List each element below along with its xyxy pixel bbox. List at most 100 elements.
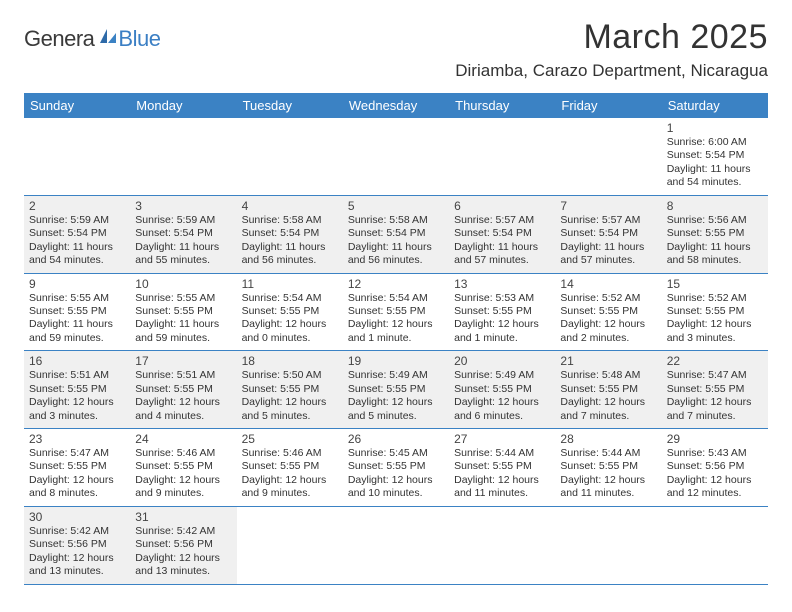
calendar-week: 23Sunrise: 5:47 AMSunset: 5:55 PMDayligh… — [24, 429, 768, 507]
calendar-cell: 27Sunrise: 5:44 AMSunset: 5:55 PMDayligh… — [449, 429, 555, 507]
calendar-cell: 21Sunrise: 5:48 AMSunset: 5:55 PMDayligh… — [555, 351, 661, 429]
calendar-cell — [24, 118, 130, 195]
day-details: Sunrise: 5:57 AMSunset: 5:54 PMDaylight:… — [560, 214, 656, 268]
calendar-body: 1Sunrise: 6:00 AMSunset: 5:54 PMDaylight… — [24, 118, 768, 584]
weekday-header: Monday — [130, 93, 236, 118]
calendar-week: 9Sunrise: 5:55 AMSunset: 5:55 PMDaylight… — [24, 273, 768, 351]
calendar-cell: 18Sunrise: 5:50 AMSunset: 5:55 PMDayligh… — [237, 351, 343, 429]
location: Diriamba, Carazo Department, Nicaragua — [455, 61, 768, 81]
calendar-cell — [449, 506, 555, 584]
calendar-cell — [662, 506, 768, 584]
day-number: 19 — [348, 354, 444, 368]
day-number: 27 — [454, 432, 550, 446]
day-details: Sunrise: 5:43 AMSunset: 5:56 PMDaylight:… — [667, 447, 763, 501]
weekday-header: Friday — [555, 93, 661, 118]
header: Genera Blue March 2025 Diriamba, Carazo … — [24, 18, 768, 81]
day-details: Sunrise: 5:42 AMSunset: 5:56 PMDaylight:… — [135, 525, 231, 579]
calendar-cell: 1Sunrise: 6:00 AMSunset: 5:54 PMDaylight… — [662, 118, 768, 195]
day-number: 25 — [242, 432, 338, 446]
day-details: Sunrise: 5:57 AMSunset: 5:54 PMDaylight:… — [454, 214, 550, 268]
day-number: 5 — [348, 199, 444, 213]
brand-logo: Genera Blue — [24, 26, 160, 52]
calendar-cell: 16Sunrise: 5:51 AMSunset: 5:55 PMDayligh… — [24, 351, 130, 429]
day-number: 18 — [242, 354, 338, 368]
calendar-cell: 9Sunrise: 5:55 AMSunset: 5:55 PMDaylight… — [24, 273, 130, 351]
day-details: Sunrise: 5:58 AMSunset: 5:54 PMDaylight:… — [242, 214, 338, 268]
day-number: 13 — [454, 277, 550, 291]
weekday-header: Saturday — [662, 93, 768, 118]
day-details: Sunrise: 5:56 AMSunset: 5:55 PMDaylight:… — [667, 214, 763, 268]
title-block: March 2025 Diriamba, Carazo Department, … — [455, 18, 768, 81]
day-details: Sunrise: 5:52 AMSunset: 5:55 PMDaylight:… — [667, 292, 763, 346]
day-number: 17 — [135, 354, 231, 368]
calendar-cell: 25Sunrise: 5:46 AMSunset: 5:55 PMDayligh… — [237, 429, 343, 507]
day-details: Sunrise: 5:51 AMSunset: 5:55 PMDaylight:… — [29, 369, 125, 423]
day-number: 7 — [560, 199, 656, 213]
day-number: 11 — [242, 277, 338, 291]
weekday-header: Tuesday — [237, 93, 343, 118]
day-number: 31 — [135, 510, 231, 524]
day-number: 16 — [29, 354, 125, 368]
day-number: 1 — [667, 121, 763, 135]
day-number: 22 — [667, 354, 763, 368]
calendar-cell: 13Sunrise: 5:53 AMSunset: 5:55 PMDayligh… — [449, 273, 555, 351]
calendar-cell — [555, 118, 661, 195]
weekday-header: Thursday — [449, 93, 555, 118]
day-number: 3 — [135, 199, 231, 213]
calendar-cell: 22Sunrise: 5:47 AMSunset: 5:55 PMDayligh… — [662, 351, 768, 429]
day-number: 6 — [454, 199, 550, 213]
day-details: Sunrise: 5:59 AMSunset: 5:54 PMDaylight:… — [135, 214, 231, 268]
day-details: Sunrise: 5:45 AMSunset: 5:55 PMDaylight:… — [348, 447, 444, 501]
calendar-cell: 12Sunrise: 5:54 AMSunset: 5:55 PMDayligh… — [343, 273, 449, 351]
day-number: 21 — [560, 354, 656, 368]
calendar-cell: 19Sunrise: 5:49 AMSunset: 5:55 PMDayligh… — [343, 351, 449, 429]
day-details: Sunrise: 5:49 AMSunset: 5:55 PMDaylight:… — [454, 369, 550, 423]
calendar-header-row: SundayMondayTuesdayWednesdayThursdayFrid… — [24, 93, 768, 118]
day-details: Sunrise: 5:50 AMSunset: 5:55 PMDaylight:… — [242, 369, 338, 423]
day-details: Sunrise: 5:44 AMSunset: 5:55 PMDaylight:… — [560, 447, 656, 501]
day-details: Sunrise: 5:44 AMSunset: 5:55 PMDaylight:… — [454, 447, 550, 501]
day-details: Sunrise: 5:42 AMSunset: 5:56 PMDaylight:… — [29, 525, 125, 579]
calendar-week: 16Sunrise: 5:51 AMSunset: 5:55 PMDayligh… — [24, 351, 768, 429]
day-number: 28 — [560, 432, 656, 446]
calendar-cell: 11Sunrise: 5:54 AMSunset: 5:55 PMDayligh… — [237, 273, 343, 351]
day-details: Sunrise: 5:55 AMSunset: 5:55 PMDaylight:… — [29, 292, 125, 346]
day-details: Sunrise: 5:47 AMSunset: 5:55 PMDaylight:… — [667, 369, 763, 423]
day-number: 2 — [29, 199, 125, 213]
day-details: Sunrise: 5:55 AMSunset: 5:55 PMDaylight:… — [135, 292, 231, 346]
calendar-cell: 29Sunrise: 5:43 AMSunset: 5:56 PMDayligh… — [662, 429, 768, 507]
calendar-cell: 14Sunrise: 5:52 AMSunset: 5:55 PMDayligh… — [555, 273, 661, 351]
brand-part2: Blue — [118, 26, 160, 52]
day-number: 4 — [242, 199, 338, 213]
day-number: 14 — [560, 277, 656, 291]
calendar-cell: 3Sunrise: 5:59 AMSunset: 5:54 PMDaylight… — [130, 195, 236, 273]
calendar-cell — [237, 506, 343, 584]
calendar-cell — [237, 118, 343, 195]
weekday-header: Sunday — [24, 93, 130, 118]
day-number: 10 — [135, 277, 231, 291]
calendar-cell: 23Sunrise: 5:47 AMSunset: 5:55 PMDayligh… — [24, 429, 130, 507]
day-details: Sunrise: 5:47 AMSunset: 5:55 PMDaylight:… — [29, 447, 125, 501]
weekday-header: Wednesday — [343, 93, 449, 118]
day-details: Sunrise: 5:46 AMSunset: 5:55 PMDaylight:… — [135, 447, 231, 501]
calendar-week: 2Sunrise: 5:59 AMSunset: 5:54 PMDaylight… — [24, 195, 768, 273]
calendar-cell: 10Sunrise: 5:55 AMSunset: 5:55 PMDayligh… — [130, 273, 236, 351]
calendar-cell: 8Sunrise: 5:56 AMSunset: 5:55 PMDaylight… — [662, 195, 768, 273]
day-number: 23 — [29, 432, 125, 446]
day-number: 12 — [348, 277, 444, 291]
day-number: 26 — [348, 432, 444, 446]
calendar-cell — [130, 118, 236, 195]
calendar-cell — [343, 118, 449, 195]
brand-part1: Genera — [24, 26, 94, 52]
day-number: 15 — [667, 277, 763, 291]
calendar-cell: 7Sunrise: 5:57 AMSunset: 5:54 PMDaylight… — [555, 195, 661, 273]
calendar-cell: 5Sunrise: 5:58 AMSunset: 5:54 PMDaylight… — [343, 195, 449, 273]
day-details: Sunrise: 6:00 AMSunset: 5:54 PMDaylight:… — [667, 136, 763, 190]
day-details: Sunrise: 5:59 AMSunset: 5:54 PMDaylight:… — [29, 214, 125, 268]
calendar-cell: 24Sunrise: 5:46 AMSunset: 5:55 PMDayligh… — [130, 429, 236, 507]
calendar-cell: 20Sunrise: 5:49 AMSunset: 5:55 PMDayligh… — [449, 351, 555, 429]
day-details: Sunrise: 5:53 AMSunset: 5:55 PMDaylight:… — [454, 292, 550, 346]
sail-icon — [98, 27, 118, 52]
month-title: March 2025 — [455, 18, 768, 57]
day-number: 30 — [29, 510, 125, 524]
